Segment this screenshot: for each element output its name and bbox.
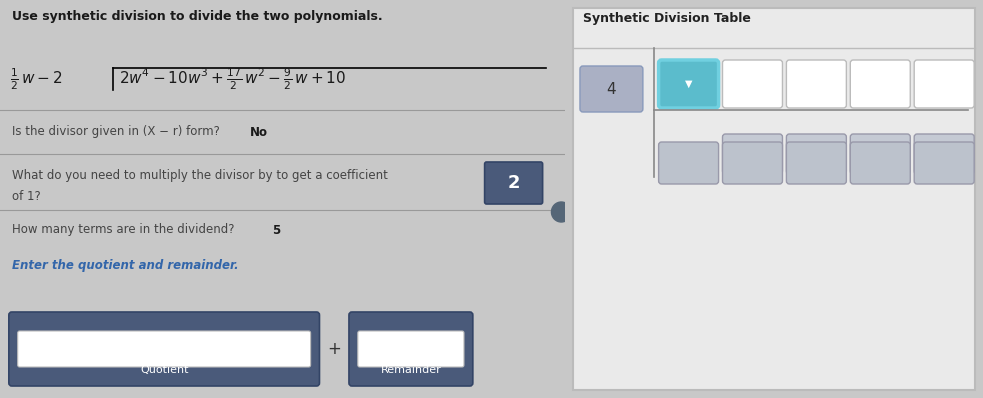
Text: 2: 2 bbox=[507, 174, 520, 192]
Text: Remainder: Remainder bbox=[380, 365, 441, 375]
Circle shape bbox=[551, 202, 571, 222]
Text: How many terms are in the dividend?: How many terms are in the dividend? bbox=[12, 224, 238, 236]
FancyBboxPatch shape bbox=[850, 142, 910, 184]
Text: Enter the quotient and remainder.: Enter the quotient and remainder. bbox=[12, 258, 239, 271]
Text: Is the divisor given in (X − r) form?: Is the divisor given in (X − r) form? bbox=[12, 125, 223, 139]
Text: $\frac{1}{2}\,w-2$: $\frac{1}{2}\,w-2$ bbox=[10, 66, 62, 92]
FancyBboxPatch shape bbox=[914, 134, 974, 174]
Text: What do you need to multiply the divisor by to get a coefficient: What do you need to multiply the divisor… bbox=[12, 170, 387, 183]
FancyBboxPatch shape bbox=[18, 331, 311, 367]
FancyBboxPatch shape bbox=[659, 142, 719, 184]
FancyBboxPatch shape bbox=[349, 312, 473, 386]
FancyBboxPatch shape bbox=[9, 312, 319, 386]
FancyBboxPatch shape bbox=[850, 134, 910, 174]
FancyBboxPatch shape bbox=[723, 60, 782, 108]
FancyBboxPatch shape bbox=[659, 60, 719, 108]
Text: 5: 5 bbox=[272, 224, 280, 236]
FancyBboxPatch shape bbox=[914, 142, 974, 184]
Text: ▼: ▼ bbox=[685, 79, 692, 89]
FancyBboxPatch shape bbox=[573, 8, 975, 390]
FancyBboxPatch shape bbox=[786, 60, 846, 108]
Text: Synthetic Division Table: Synthetic Division Table bbox=[583, 12, 751, 25]
Text: 4: 4 bbox=[607, 82, 616, 96]
FancyBboxPatch shape bbox=[850, 60, 910, 108]
FancyBboxPatch shape bbox=[723, 134, 782, 174]
Text: +: + bbox=[327, 340, 341, 358]
FancyBboxPatch shape bbox=[723, 142, 782, 184]
FancyBboxPatch shape bbox=[485, 162, 543, 204]
Text: $2w^4-10w^3+\frac{17}{2}\,w^2-\frac{9}{2}\,w+10$: $2w^4-10w^3+\frac{17}{2}\,w^2-\frac{9}{2… bbox=[119, 66, 346, 92]
FancyBboxPatch shape bbox=[786, 134, 846, 174]
Text: Quotient: Quotient bbox=[140, 365, 189, 375]
FancyBboxPatch shape bbox=[914, 60, 974, 108]
Text: of 1?: of 1? bbox=[12, 189, 40, 203]
FancyBboxPatch shape bbox=[358, 331, 464, 367]
FancyBboxPatch shape bbox=[786, 142, 846, 184]
Text: Use synthetic division to divide the two polynomials.: Use synthetic division to divide the two… bbox=[12, 10, 382, 23]
Text: No: No bbox=[250, 125, 267, 139]
FancyBboxPatch shape bbox=[580, 66, 643, 112]
